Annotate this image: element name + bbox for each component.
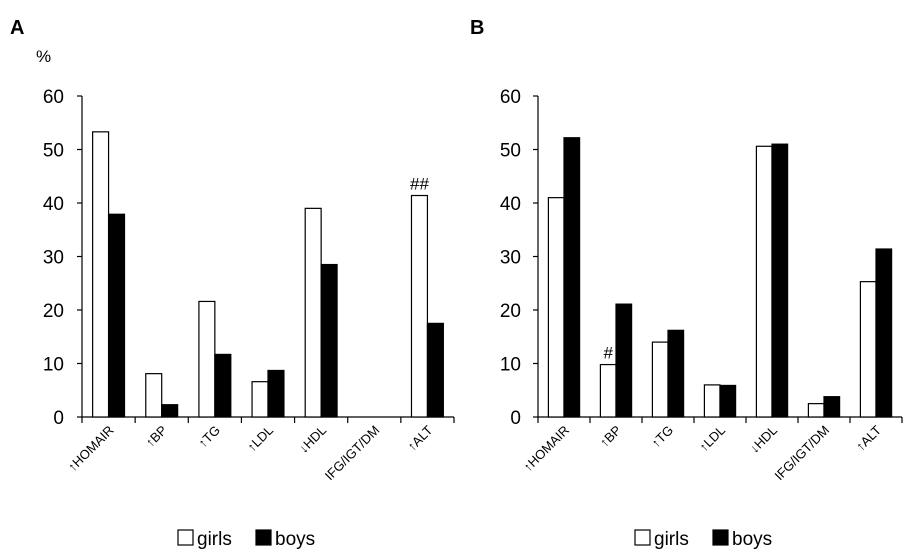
bar-girls — [651, 341, 669, 418]
bar-girls — [755, 145, 773, 418]
x-category-label: ↓HDL — [296, 423, 330, 457]
bar-boys — [563, 137, 581, 418]
bar-boys — [267, 369, 285, 418]
y-tick-label: 50 — [43, 141, 64, 162]
bar-girls — [807, 403, 825, 418]
bar-boys — [719, 384, 737, 418]
y-tick-label: 60 — [43, 87, 64, 108]
x-category-label: ↑BP — [142, 423, 169, 450]
bar-girls — [145, 373, 163, 418]
x-category-label: ↑TG — [195, 423, 223, 451]
y-tick-label: 50 — [500, 141, 521, 162]
significance-mark: ## — [410, 175, 429, 194]
legend-swatch-girls — [634, 529, 651, 546]
bar-boys — [615, 303, 633, 418]
y-axis-unit: % — [36, 47, 51, 66]
bar-girls — [251, 381, 269, 418]
chart-panel-b: B 0 10 20 30 40 50 60 ↑HOMAIR ↑BP ↑TG ↑LDL ↓HDLIFG/I… — [470, 17, 903, 550]
y-tick-label: 0 — [510, 408, 521, 429]
bar-girls — [410, 194, 429, 418]
legend-label-boys: boys — [275, 529, 315, 550]
bar-boys — [320, 263, 338, 418]
x-category-label: ↑LDL — [696, 423, 728, 455]
bar-girls — [547, 197, 565, 418]
bar-girls — [304, 207, 322, 418]
legend-swatch-boys — [712, 529, 729, 546]
chart-panel-a: A% 0 10 20 30 40 50 60 ↑HOMAIR ↑BP ↑TG ↑LDL ↓HDLIFG/… — [10, 17, 455, 550]
bar-boys — [771, 143, 789, 418]
bar-girls — [859, 281, 877, 418]
x-category-label: ↑TG — [648, 423, 676, 451]
legend: girls boys — [634, 529, 772, 550]
legend: girls boys — [177, 529, 315, 550]
panel-letter: A — [10, 17, 24, 39]
x-category-label: IFG/IGT/DM — [322, 423, 383, 484]
bar-girls — [198, 300, 216, 418]
y-tick-label: 20 — [43, 301, 64, 322]
x-category-label: ↑HOMAIR — [520, 423, 572, 475]
x-category-label: ↑ALT — [404, 422, 435, 453]
y-tick-label: 0 — [53, 408, 64, 429]
legend-label-girls: girls — [197, 529, 232, 550]
bar-boys — [667, 329, 685, 418]
legend-swatch-girls — [177, 529, 194, 546]
y-tick-label: 30 — [500, 248, 521, 269]
y-tick-label: 10 — [500, 355, 521, 376]
bar-boys — [875, 248, 893, 418]
legend-label-girls: girls — [654, 529, 689, 550]
significance-mark: # — [603, 344, 613, 363]
bar-boys — [823, 396, 841, 418]
bar-boys — [214, 353, 232, 418]
x-category-label: ↑LDL — [244, 423, 276, 455]
legend-label-boys: boys — [732, 529, 772, 550]
panel-letter: B — [470, 17, 484, 39]
bar-boys — [107, 213, 126, 418]
y-tick-label: 40 — [43, 194, 64, 215]
y-tick-label: 10 — [43, 355, 64, 376]
legend-swatch-boys — [255, 529, 272, 546]
bar-girls — [92, 131, 110, 418]
bar-boys — [426, 322, 444, 418]
x-category-label: ↑ALT — [853, 422, 884, 453]
bar-girls — [599, 363, 617, 418]
y-tick-label: 40 — [500, 194, 521, 215]
y-tick-label: 60 — [500, 87, 521, 108]
x-category-label: ↑HOMAIR — [65, 423, 117, 475]
y-tick-label: 20 — [500, 301, 521, 322]
bar-girls — [703, 384, 721, 418]
bar-boys — [161, 404, 179, 418]
y-tick-label: 30 — [43, 248, 64, 269]
x-category-label: ↑BP — [597, 423, 624, 450]
x-category-label: ↓HDL — [747, 423, 781, 457]
x-category-label: IFG/IGT/DM — [771, 423, 832, 484]
